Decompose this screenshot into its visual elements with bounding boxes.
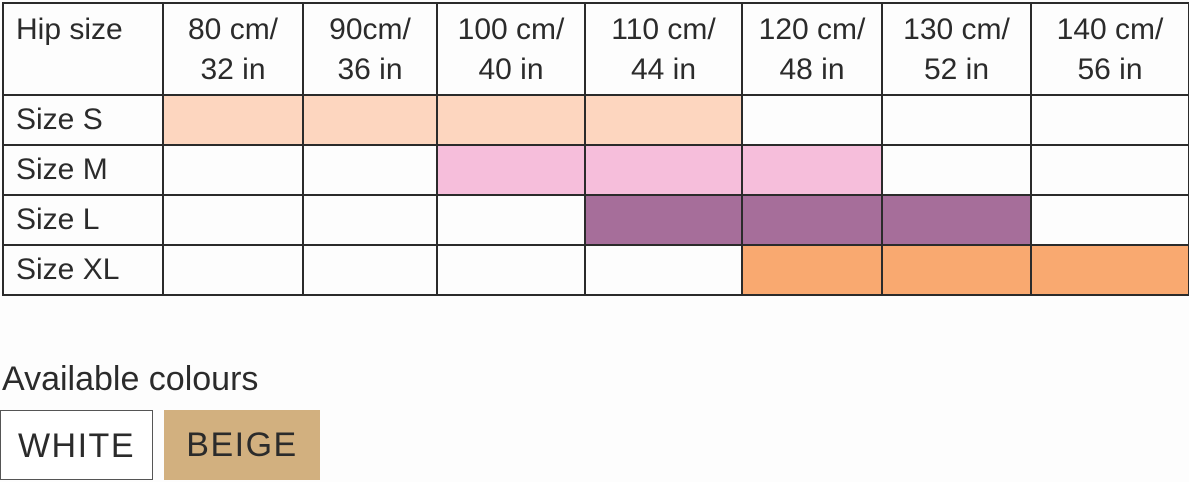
size-row-xl: Size XL bbox=[2, 244, 1189, 296]
size-cell bbox=[881, 94, 1032, 146]
size-cell bbox=[741, 144, 883, 196]
col-header-in: 56 in bbox=[1077, 53, 1143, 86]
col-header-in: 32 in bbox=[200, 53, 266, 86]
size-label: Size L bbox=[2, 194, 164, 246]
col-header-cm: 90cm/ bbox=[329, 13, 411, 46]
col-header-in: 40 in bbox=[478, 53, 544, 86]
size-cell bbox=[881, 144, 1032, 196]
col-header-in: 52 in bbox=[923, 53, 990, 86]
size-cell bbox=[584, 144, 743, 196]
size-cell bbox=[302, 144, 438, 196]
col-header-cm: 80 cm/ bbox=[187, 13, 279, 46]
size-cell bbox=[162, 94, 304, 146]
size-cell bbox=[881, 244, 1032, 296]
size-cell bbox=[741, 194, 883, 246]
size-cell bbox=[1030, 94, 1189, 146]
col-header-cm: 110 cm/ bbox=[611, 13, 716, 46]
col-header-cm: 130 cm/ bbox=[903, 13, 1010, 46]
col-header-in: 44 in bbox=[630, 53, 697, 86]
col-header-cm: 140 cm/ bbox=[1056, 13, 1164, 46]
size-row-l: Size L bbox=[2, 194, 1189, 246]
hip-size-header: Hip size bbox=[2, 2, 164, 96]
size-cell bbox=[436, 94, 586, 146]
colour-swatch-white: WHITE bbox=[0, 410, 153, 480]
col-header-in: 48 in bbox=[779, 53, 845, 86]
size-cell bbox=[881, 194, 1032, 246]
col-header-140: 140 cm/56 in bbox=[1030, 2, 1189, 96]
available-colours-label: Available colours bbox=[2, 360, 259, 398]
size-row-s: Size S bbox=[2, 94, 1189, 146]
col-header-110: 110 cm/44 in bbox=[584, 2, 743, 96]
size-label: Size XL bbox=[2, 244, 164, 296]
size-chart-table: Hip size 80 cm/32 in 90cm/36 in 100 cm/4… bbox=[2, 2, 1189, 296]
col-header-in: 36 in bbox=[337, 53, 403, 86]
size-label: Size M bbox=[2, 144, 164, 196]
col-header-100: 100 cm/40 in bbox=[436, 2, 586, 96]
col-header-cm: 120 cm/ bbox=[758, 13, 866, 46]
size-cell bbox=[584, 94, 743, 146]
size-cell bbox=[584, 194, 743, 246]
size-cell bbox=[162, 194, 304, 246]
size-cell bbox=[436, 194, 586, 246]
size-cell bbox=[302, 94, 438, 146]
col-header-130: 130 cm/52 in bbox=[881, 2, 1032, 96]
col-header-90: 90cm/36 in bbox=[302, 2, 438, 96]
col-header-80: 80 cm/32 in bbox=[162, 2, 304, 96]
size-row-m: Size M bbox=[2, 144, 1189, 196]
size-cell bbox=[1030, 194, 1189, 246]
size-cell bbox=[1030, 244, 1189, 296]
size-cell bbox=[1030, 144, 1189, 196]
size-cell bbox=[302, 244, 438, 296]
size-cell bbox=[741, 94, 883, 146]
header-row: Hip size 80 cm/32 in 90cm/36 in 100 cm/4… bbox=[2, 2, 1189, 96]
size-cell bbox=[162, 244, 304, 296]
colour-swatch-beige: BEIGE bbox=[164, 410, 320, 480]
size-cell bbox=[584, 244, 743, 296]
col-header-cm: 100 cm/ bbox=[457, 13, 565, 46]
size-cell bbox=[741, 244, 883, 296]
size-label: Size S bbox=[2, 94, 164, 146]
size-cell bbox=[162, 144, 304, 196]
size-cell bbox=[436, 144, 586, 196]
size-cell bbox=[302, 194, 438, 246]
col-header-120: 120 cm/48 in bbox=[741, 2, 883, 96]
size-cell bbox=[436, 244, 586, 296]
